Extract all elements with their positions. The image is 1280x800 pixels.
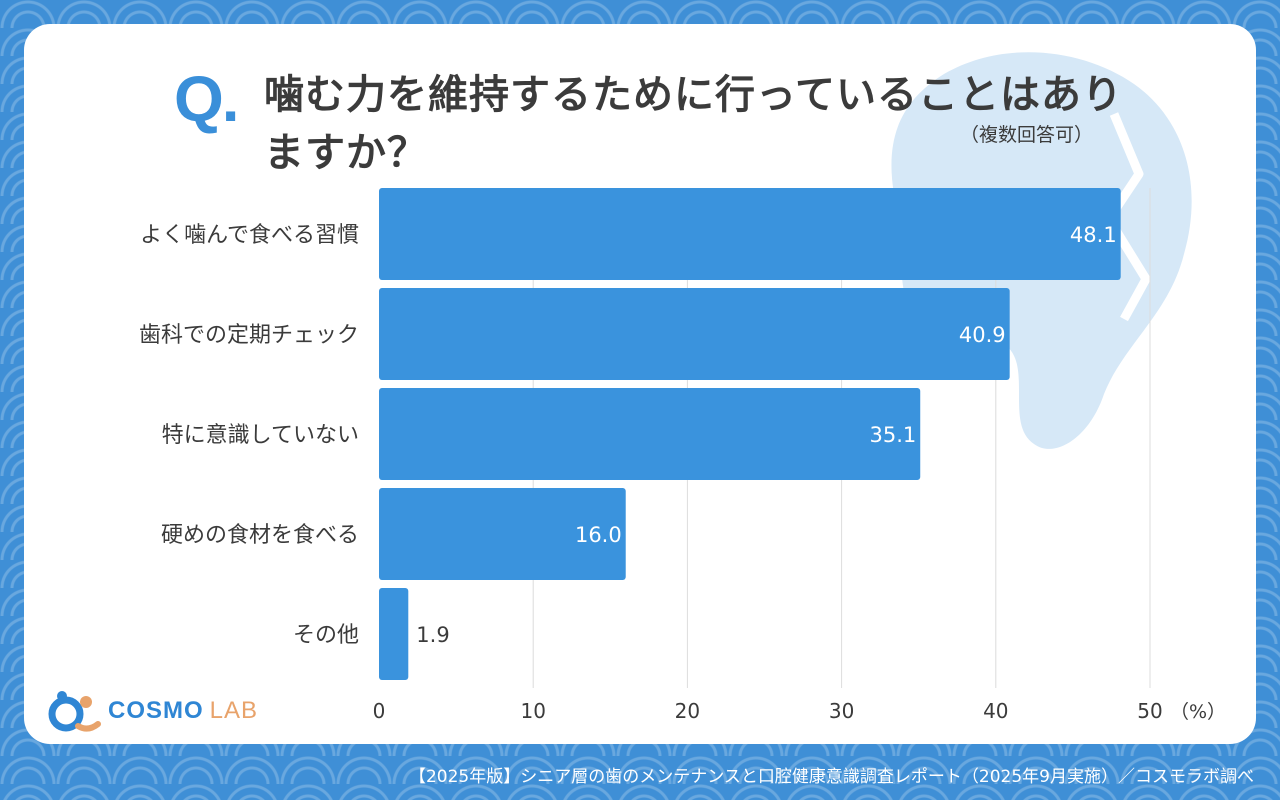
question-title: 噛む力を維持するために行っていることはありますか？: [264, 72, 1123, 176]
x-tick-label: 0: [373, 699, 386, 723]
data-label: 40.9: [959, 323, 1006, 347]
question-note: （複数回答可）: [960, 124, 1094, 146]
data-label: 16.0: [575, 523, 622, 547]
bar-chart: 0 10 20 30 40 50 （%） よく噛んで食べる習慣 48.1 歯科での定期チェック 40…: [139, 188, 1226, 723]
brand-logo: COSMO LAB: [48, 688, 258, 734]
bar: [379, 188, 1121, 280]
x-tick-label: 40: [983, 699, 1008, 723]
brand-name: COSMO LAB: [108, 697, 259, 724]
x-tick-label: 10: [520, 699, 545, 723]
cosmo-logo-icon: [48, 691, 101, 732]
brand-suffix: LAB: [209, 697, 259, 724]
chart-card: Q. 噛む力を維持するために行っていることはありますか？ （複数回答可） 0 10…: [24, 24, 1256, 744]
bar: [379, 488, 626, 580]
x-tick-label: 30: [829, 699, 854, 723]
data-label: 48.1: [1070, 223, 1117, 247]
bar: [379, 288, 1010, 380]
x-tick-label: 20: [675, 699, 700, 723]
question-mark-label: Q.: [174, 63, 240, 135]
data-label: 35.1: [869, 423, 916, 447]
bar: [379, 388, 921, 480]
source-footer: 【2025年版】シニア層の歯のメンテナンスと口腔健康意識調査レポート（2025年…: [408, 767, 1254, 787]
category-label: その他: [293, 623, 359, 648]
category-label: 歯科での定期チェック: [139, 323, 359, 348]
data-label: 1.9: [416, 623, 449, 647]
bar: [379, 588, 409, 680]
category-label: よく噛んで食べる習慣: [140, 223, 359, 248]
x-unit-label: （%）: [1170, 701, 1226, 723]
x-tick-label: 50: [1137, 699, 1162, 723]
category-label: 硬めの食材を食べる: [161, 523, 359, 548]
category-label: 特に意識していない: [162, 423, 359, 448]
